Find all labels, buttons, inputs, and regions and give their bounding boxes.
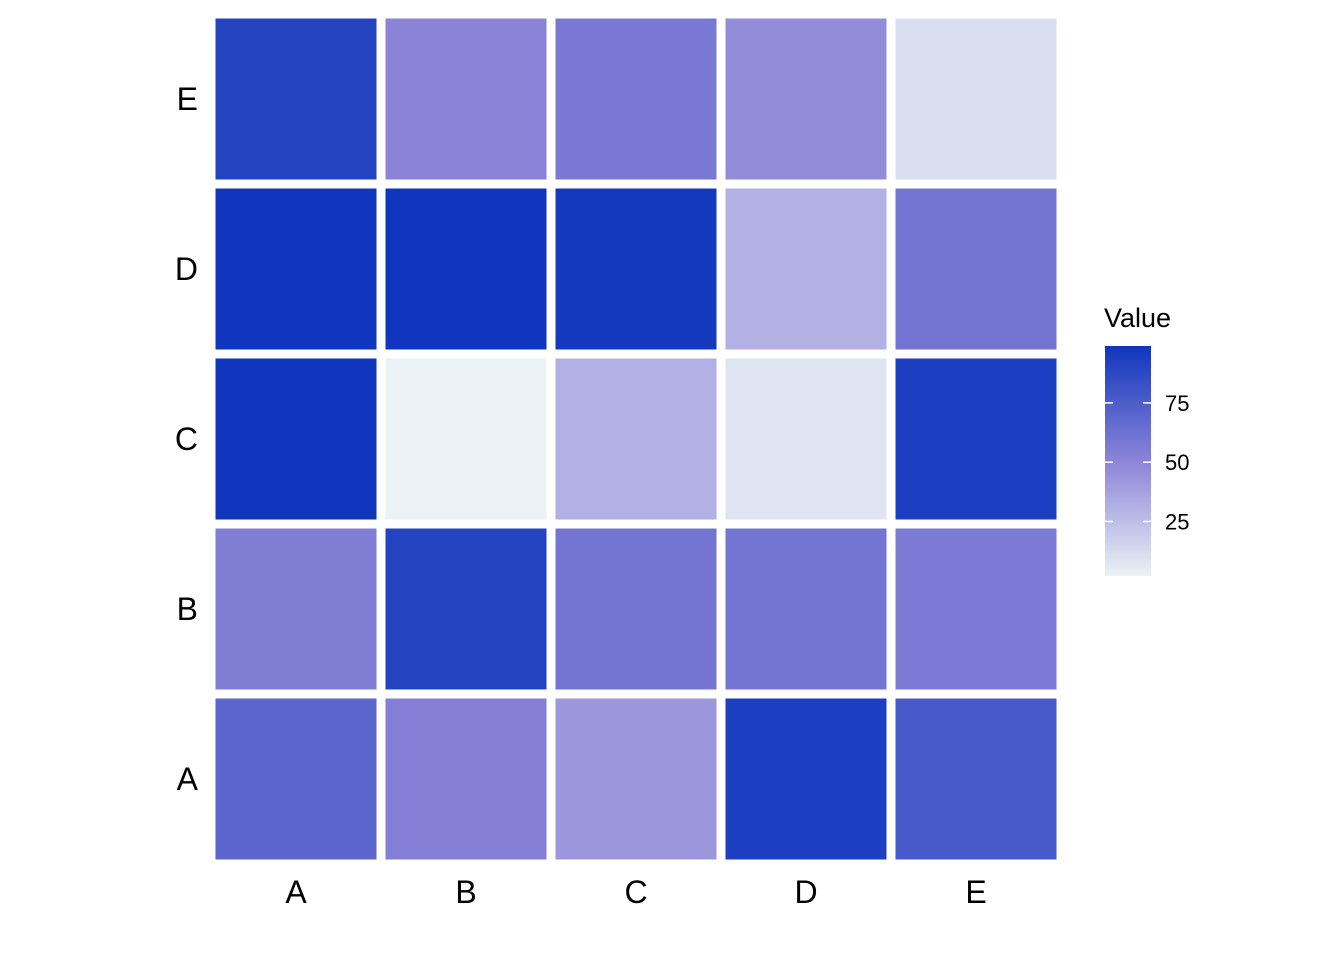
- legend-tick-label-50: 50: [1165, 450, 1189, 475]
- heatmap-cell-c-b: [555, 528, 717, 690]
- heatmap-cell-d-a: [725, 698, 887, 860]
- y-tick-label-e: E: [177, 81, 198, 117]
- x-axis-tick-labels: A B C D E: [285, 874, 986, 910]
- heatmap-cell-b-c: [385, 358, 547, 520]
- y-tick-label-b: B: [177, 591, 198, 627]
- heatmap-cell-c-a: [555, 698, 717, 860]
- heatmap-cell-c-e: [555, 18, 717, 180]
- y-tick-label-c: C: [175, 421, 198, 457]
- color-legend: Value 25 50 75: [1104, 303, 1189, 576]
- heatmap-cell-c-d: [555, 188, 717, 350]
- heatmap-cell-e-d: [895, 188, 1057, 350]
- x-tick-label-d: D: [794, 874, 817, 910]
- x-tick-label-a: A: [285, 874, 307, 910]
- heatmap-cell-e-a: [895, 698, 1057, 860]
- heatmap-cell-e-e: [895, 18, 1057, 180]
- heatmap-cell-b-a: [385, 698, 547, 860]
- heatmap-cell-a-e: [215, 18, 377, 180]
- legend-colorbar: [1105, 346, 1151, 576]
- heatmap-cell-a-c: [215, 358, 377, 520]
- y-axis-tick-labels: A B C D E: [175, 81, 199, 797]
- heatmap-cell-e-c: [895, 358, 1057, 520]
- heatmap-cell-b-b: [385, 528, 547, 690]
- heatmap-cell-b-d: [385, 188, 547, 350]
- heatmap-cell-e-b: [895, 528, 1057, 690]
- heatmap-cell-b-e: [385, 18, 547, 180]
- legend-title: Value: [1104, 303, 1171, 333]
- y-tick-label-a: A: [177, 761, 199, 797]
- legend-ticks: 25 50 75: [1105, 391, 1189, 534]
- heatmap-cell-a-b: [215, 528, 377, 690]
- heatmap-cell-d-e: [725, 18, 887, 180]
- heatmap-cells: [215, 18, 1057, 860]
- y-tick-label-d: D: [175, 251, 198, 287]
- x-tick-label-c: C: [624, 874, 647, 910]
- heatmap-cell-d-d: [725, 188, 887, 350]
- legend-tick-label-75: 75: [1165, 391, 1189, 416]
- x-tick-label-e: E: [965, 874, 986, 910]
- heatmap-cell-d-b: [725, 528, 887, 690]
- heatmap-cell-a-a: [215, 698, 377, 860]
- heatmap-cell-c-c: [555, 358, 717, 520]
- heatmap-cell-d-c: [725, 358, 887, 520]
- heatmap-cell-a-d: [215, 188, 377, 350]
- legend-tick-label-25: 25: [1165, 509, 1189, 534]
- x-tick-label-b: B: [455, 874, 476, 910]
